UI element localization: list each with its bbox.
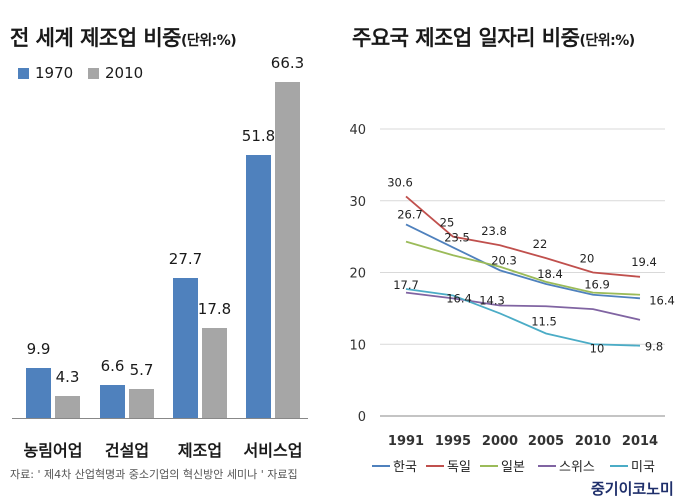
line-series-미국 xyxy=(405,288,641,347)
line-point-label: 20 xyxy=(580,252,595,266)
line-series-일본 xyxy=(405,240,641,296)
line-point-label: 16.4 xyxy=(649,293,675,307)
bar-서비스업-2010 xyxy=(275,82,300,418)
line-legend-label: 미국 xyxy=(631,460,655,475)
line-point-label: 30.6 xyxy=(387,175,413,189)
bar-category-label: 농림어업 xyxy=(23,441,83,460)
line-point-label: 22 xyxy=(533,237,548,251)
legend-label-1970: 1970 xyxy=(35,64,74,82)
line-x-tick-label: 2005 xyxy=(528,434,564,449)
line-series-스위스 xyxy=(405,291,641,321)
line-x-tick-label: 1991 xyxy=(388,434,424,449)
bar-x-axis-line xyxy=(12,418,308,419)
bar-value-label: 5.7 xyxy=(129,361,154,380)
line-chart-unit: (단위:%) xyxy=(579,33,635,49)
line-x-tick-label: 1995 xyxy=(435,434,471,449)
line-point-label: 26.7 xyxy=(397,207,423,221)
bar-chart-title-text: 전 세계 제조업 비중 xyxy=(10,26,182,50)
line-point-label: 11.5 xyxy=(531,314,557,328)
bar-value-label: 51.8 xyxy=(241,127,276,146)
bar-value-label: 66.3 xyxy=(270,54,305,72)
line-chart-title-text: 주요국 제조업 일자리 비중 xyxy=(352,26,580,50)
line-point-label: 23.8 xyxy=(481,224,507,238)
line-point-label: 18.4 xyxy=(537,267,563,281)
bar-chart-unit: (단위:%) xyxy=(181,33,237,49)
bar-legend-1970: 1970 xyxy=(18,64,73,82)
line-chart-title: 주요국 제조업 일자리 비중(단위:%) xyxy=(352,22,635,52)
line-x-tick-label: 2014 xyxy=(622,434,658,449)
line-legend-label: 스위스 xyxy=(559,460,595,475)
bar-chart-plot: 9.9 4.3 농림어업 6.6 5.7 건설업 27.7 17.8 제조업 51.8 66.3 서비… xyxy=(0,0,340,503)
line-point-label: 23.5 xyxy=(444,230,470,244)
line-point-label: 9.8 xyxy=(645,340,663,354)
bar-value-label: 4.3 xyxy=(55,368,80,387)
source-note: 자료: ' 제4차 산업혁명과 중소기업의 혁신방안 세미나 ' 자료집 xyxy=(10,468,298,481)
line-point-label: 19.4 xyxy=(631,255,657,269)
line-x-tick-label: 2000 xyxy=(482,434,518,449)
line-y-tick-label: 30 xyxy=(349,195,366,210)
legend-swatch-1970 xyxy=(18,67,29,79)
bar-value-label: 9.9 xyxy=(26,339,51,358)
bar-제조업-1970 xyxy=(173,277,198,418)
bar-category-label: 제조업 xyxy=(177,441,223,460)
bar-chart-title: 전 세계 제조업 비중(단위:%) xyxy=(10,22,237,52)
line-point-label: 16.9 xyxy=(584,278,610,292)
line-x-tick-label: 2010 xyxy=(575,434,611,449)
line-y-tick-label: 20 xyxy=(349,267,366,282)
line-point-label: 10 xyxy=(590,341,605,355)
line-point-label: 14.3 xyxy=(479,293,505,307)
line-point-label: 25 xyxy=(440,216,455,230)
bar-value-label: 6.6 xyxy=(100,356,125,375)
bar-제조업-2010 xyxy=(202,327,227,418)
bar-건설업-1970 xyxy=(100,384,125,418)
bar-서비스업-1970 xyxy=(246,155,271,418)
legend-label-2010: 2010 xyxy=(105,64,144,82)
bar-category-label: 서비스업 xyxy=(243,441,303,460)
bar-value-label: 27.7 xyxy=(168,249,203,268)
line-legend-label: 일본 xyxy=(501,460,525,475)
bar-건설업-2010 xyxy=(129,389,154,418)
bar-농림어업-2010 xyxy=(55,396,80,418)
bar-value-label: 17.8 xyxy=(197,299,232,318)
bar-농림어업-1970 xyxy=(26,367,51,418)
legend-swatch-2010 xyxy=(88,67,99,79)
line-point-label: 17.7 xyxy=(393,278,419,292)
line-series-독일 xyxy=(405,195,641,278)
line-y-tick-label: 10 xyxy=(349,338,366,353)
line-y-tick-label: 40 xyxy=(349,123,366,138)
line-legend-label: 독일 xyxy=(447,460,471,475)
brand-logo: 중기이코노미 xyxy=(591,480,674,498)
bar-category-label: 건설업 xyxy=(104,441,150,460)
line-legend-label: 한국 xyxy=(393,460,417,475)
line-series-한국 xyxy=(405,223,641,300)
line-point-label: 16.4 xyxy=(446,291,472,305)
bar-legend-2010: 2010 xyxy=(88,64,143,82)
line-point-label: 20.3 xyxy=(491,253,517,267)
line-y-tick-label: 0 xyxy=(358,410,366,425)
